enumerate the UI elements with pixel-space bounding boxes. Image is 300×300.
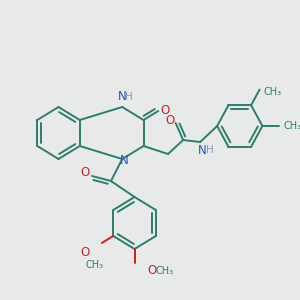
Text: CH₃: CH₃ (264, 87, 282, 97)
Text: O: O (160, 103, 170, 116)
Text: CH₃: CH₃ (85, 260, 103, 270)
Text: H: H (125, 92, 133, 102)
Text: O: O (81, 167, 90, 179)
Text: N: N (120, 154, 128, 166)
Text: O: O (147, 265, 156, 278)
Text: N: N (198, 143, 206, 157)
Text: CH₃: CH₃ (156, 266, 174, 276)
Text: CH₃: CH₃ (284, 121, 300, 131)
Text: H: H (206, 145, 214, 155)
Text: O: O (165, 113, 175, 127)
Text: N: N (118, 91, 127, 103)
Text: O: O (80, 247, 89, 260)
